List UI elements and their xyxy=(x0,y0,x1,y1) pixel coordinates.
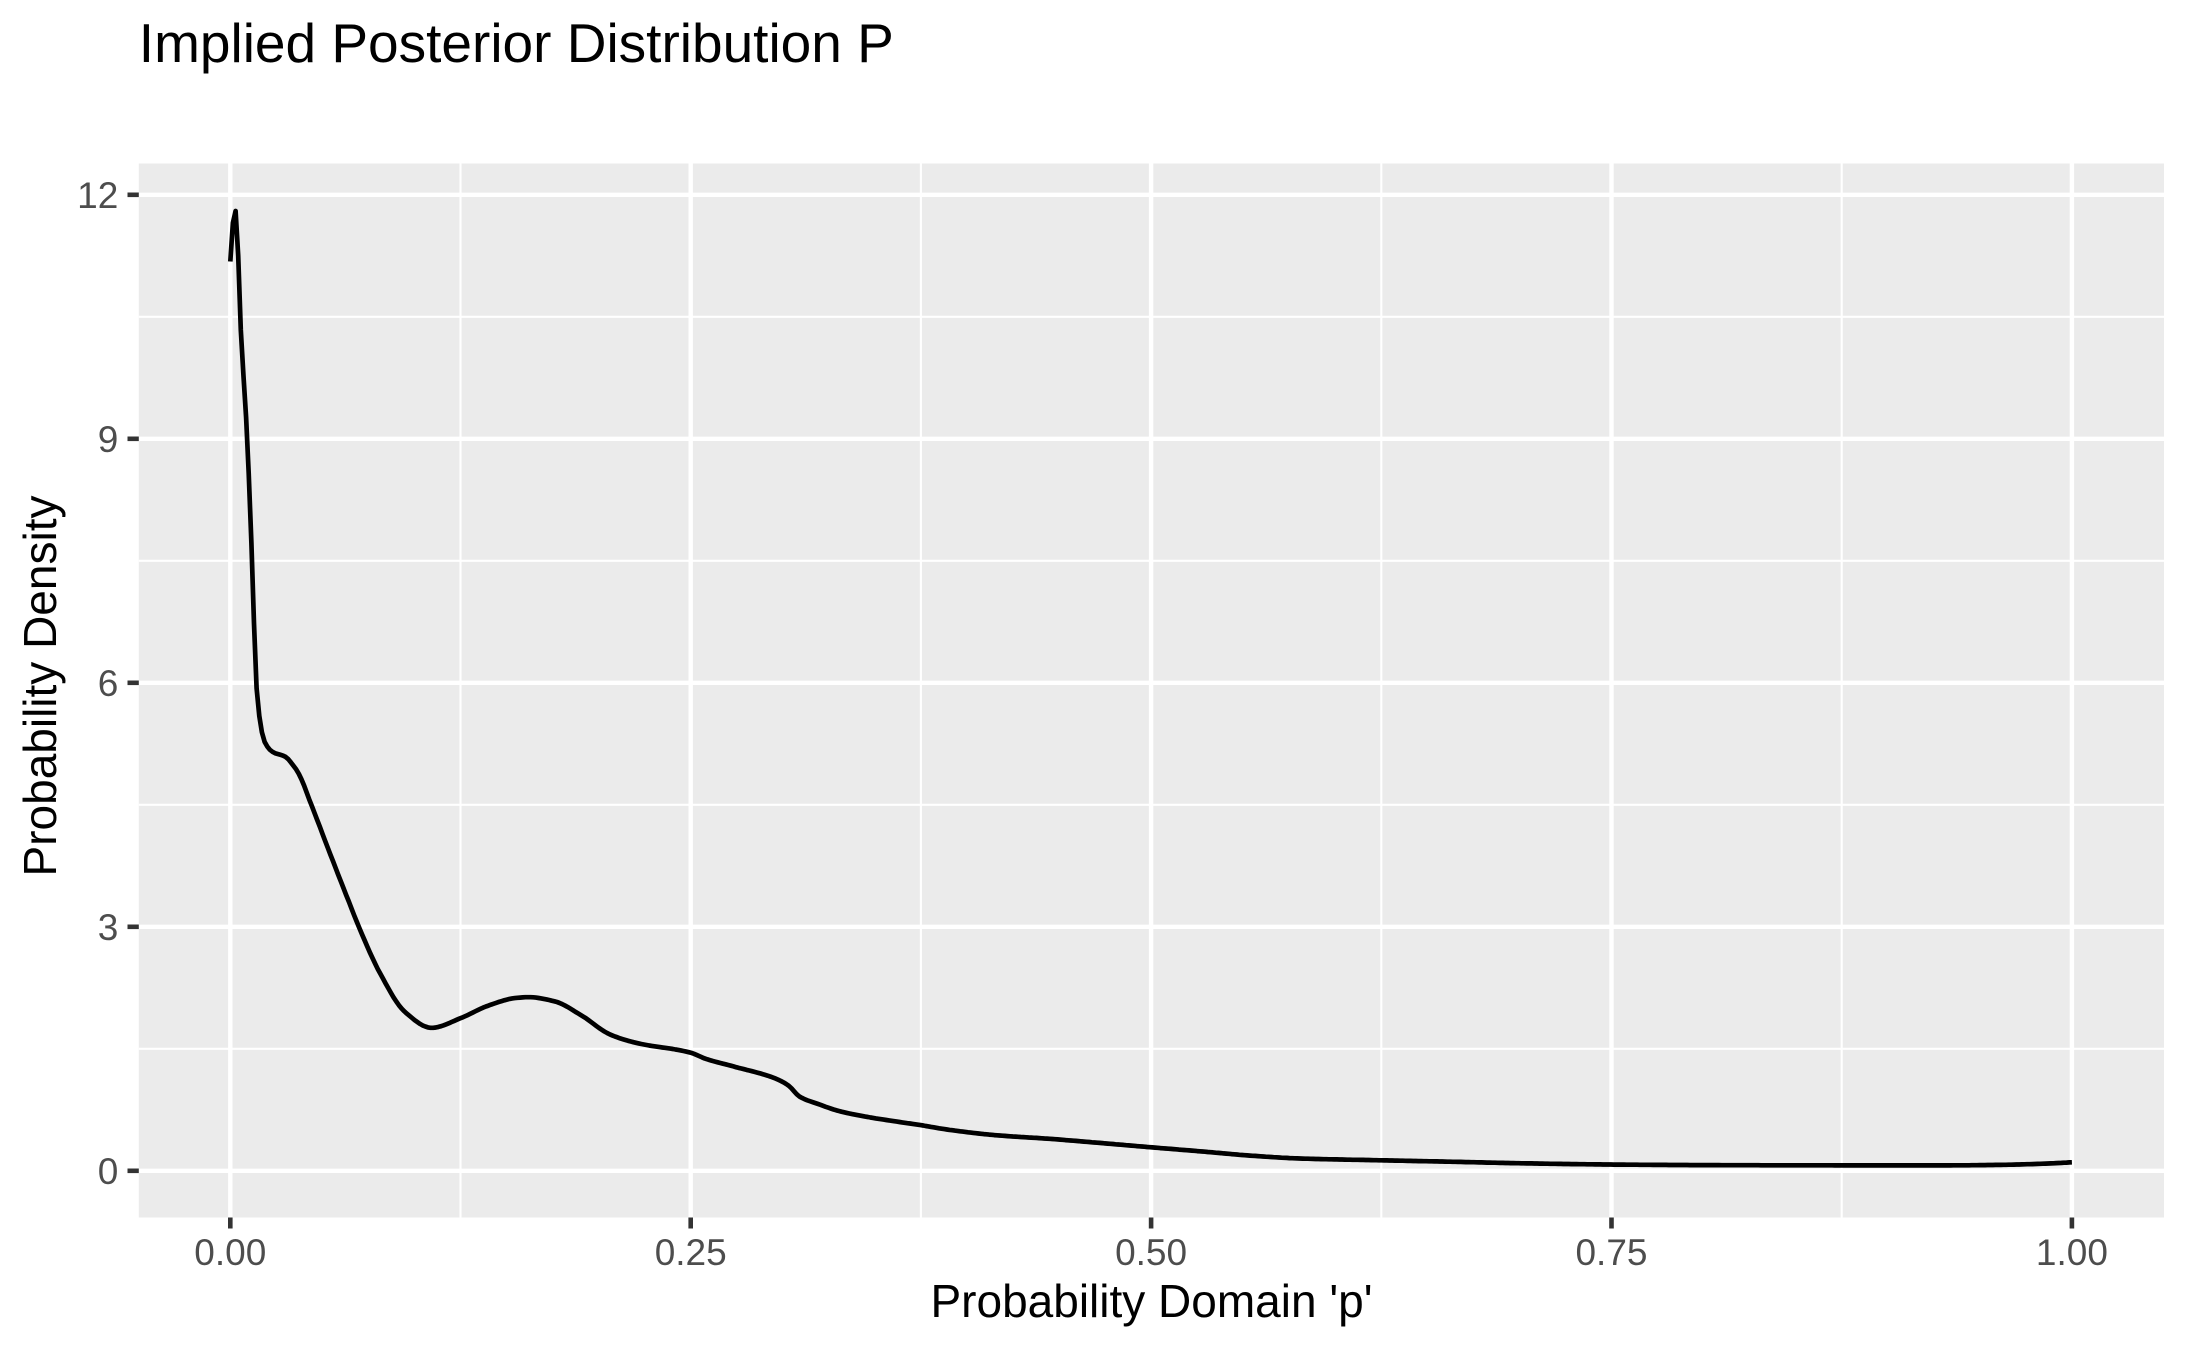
svg-text:12: 12 xyxy=(77,175,118,216)
svg-text:Probability Density: Probability Density xyxy=(14,496,66,877)
svg-text:6: 6 xyxy=(98,663,119,704)
svg-text:0.25: 0.25 xyxy=(655,1232,727,1273)
svg-text:0.00: 0.00 xyxy=(194,1232,266,1273)
svg-text:Probability Domain 'p': Probability Domain 'p' xyxy=(931,1275,1373,1327)
svg-text:0.50: 0.50 xyxy=(1115,1232,1187,1273)
svg-text:Implied Posterior Distribution: Implied Posterior Distribution P xyxy=(139,12,894,74)
svg-text:0: 0 xyxy=(98,1151,119,1192)
svg-text:0.75: 0.75 xyxy=(1575,1232,1647,1273)
svg-text:1.00: 1.00 xyxy=(2036,1232,2108,1273)
svg-text:3: 3 xyxy=(98,907,119,948)
svg-text:9: 9 xyxy=(98,419,119,460)
